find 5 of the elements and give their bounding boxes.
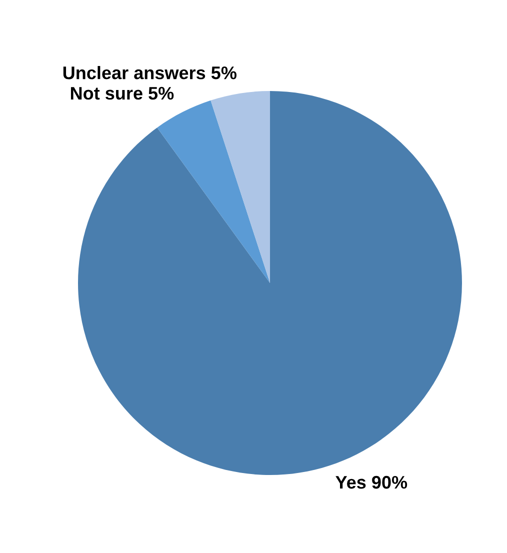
pie-slice xyxy=(157,100,270,283)
pie-slice xyxy=(210,91,270,283)
slice-label: Unclear answers 5% xyxy=(63,66,236,80)
slice-label: Yes 90% xyxy=(336,476,408,489)
slice-label: Not sure 5% xyxy=(70,86,174,100)
